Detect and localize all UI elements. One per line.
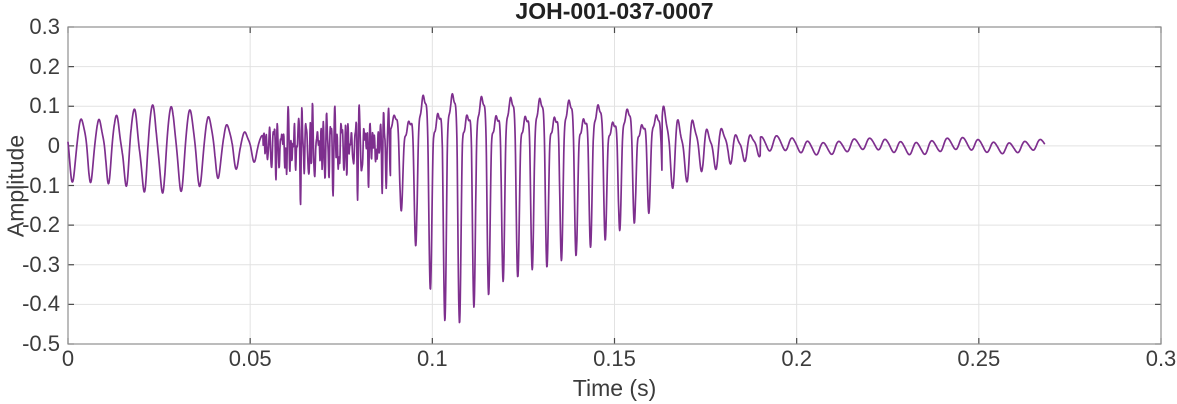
y-tick-label-0.3: 0.3 xyxy=(29,14,60,39)
y-tick-label--0.3: -0.3 xyxy=(22,251,60,277)
y-tick-label-0.1: 0.1 xyxy=(29,93,60,119)
x-axis-label: Time (s) xyxy=(572,375,657,401)
y-tick-label-0.2: 0.2 xyxy=(29,53,60,79)
waveform-line xyxy=(67,92,1046,324)
y-tick-label--0.5: -0.5 xyxy=(22,331,60,356)
x-tick-label-0.25: 0.25 xyxy=(957,346,1001,371)
x-tick-label-0.15: 0.15 xyxy=(593,346,636,371)
axes-box xyxy=(67,26,1162,345)
y-tick-label--0.4: -0.4 xyxy=(22,291,60,317)
x-tick-label-0.3: 0.3 xyxy=(1145,346,1177,371)
x-tick-label-0.2: 0.2 xyxy=(781,346,812,371)
y-tick-label--0.1: -0.1 xyxy=(22,172,60,198)
chart-title: JOH-001-037-0007 xyxy=(515,0,714,24)
x-tick-label-0.1: 0.1 xyxy=(417,346,448,371)
x-tick-label-0.05: 0.05 xyxy=(228,346,272,371)
y-tick-label-0: 0 xyxy=(47,132,60,158)
y-tick-label--0.2: -0.2 xyxy=(22,212,60,238)
x-tick-label-0: 0 xyxy=(61,346,75,371)
